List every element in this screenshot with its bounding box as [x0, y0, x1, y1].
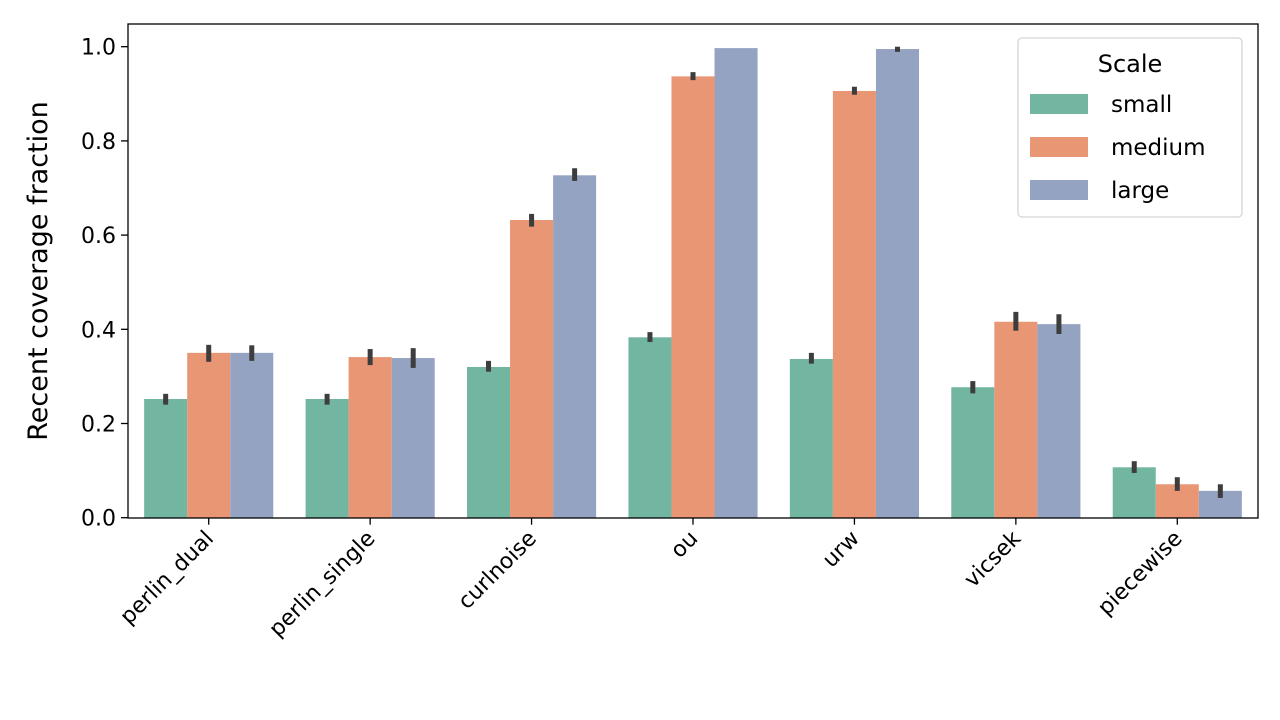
bar-small-perlin_single — [305, 399, 349, 518]
bar-small-curlnoise — [467, 366, 511, 518]
legend: Scale small medium large — [1017, 37, 1243, 218]
bar-large-perlin_single — [391, 358, 435, 518]
legend-label-medium: medium — [1111, 135, 1206, 161]
bar-small-urw — [789, 358, 833, 518]
bar-medium-curlnoise — [510, 220, 554, 518]
bar-small-piecewise — [1112, 467, 1156, 518]
x-tick-label: piecewise — [1093, 526, 1187, 620]
bar-small-vicsek — [951, 387, 995, 518]
y-tick-label: 0.4 — [81, 318, 116, 343]
y-tick-label: 0.2 — [81, 413, 116, 438]
x-tick-label: vicsek — [960, 526, 1027, 593]
x-tick-label: ou — [666, 526, 703, 563]
legend-label-large: large — [1111, 178, 1169, 204]
legend-label-small: small — [1111, 92, 1172, 118]
bars-layer — [144, 48, 1242, 518]
y-axis: 0.0 0.2 0.4 0.6 0.8 1.0 — [81, 36, 128, 532]
bar-medium-perlin_dual — [187, 352, 231, 518]
bar-large-urw — [875, 49, 919, 518]
y-tick-label: 0.6 — [81, 224, 116, 249]
x-tick-label: perlin_single — [265, 526, 381, 642]
bar-small-perlin_dual — [144, 399, 188, 518]
y-tick-label: 1.0 — [81, 36, 116, 61]
bar-medium-perlin_single — [348, 357, 392, 518]
legend-swatch-small — [1030, 94, 1088, 114]
bar-medium-urw — [832, 90, 876, 518]
x-axis: perlin_dual perlin_single curlnoise ou urw vi… — [116, 517, 1188, 642]
bar-large-vicsek — [1037, 324, 1081, 518]
bar-medium-ou — [671, 76, 715, 518]
bar-large-perlin_dual — [230, 352, 274, 518]
y-axis-label: Recent coverage fraction — [23, 101, 54, 441]
y-tick-label: 0.8 — [81, 130, 116, 155]
bar-large-curlnoise — [553, 175, 597, 518]
legend-frame — [1017, 37, 1243, 218]
x-tick-label: perlin_dual — [116, 526, 219, 629]
legend-swatch-medium — [1030, 137, 1088, 157]
y-tick-label: 0.0 — [81, 507, 116, 532]
error-bars-layer — [163, 46, 1223, 498]
x-tick-label: curlnoise — [454, 526, 542, 614]
legend-swatch-large — [1030, 180, 1088, 200]
bar-medium-vicsek — [994, 321, 1038, 518]
legend-title: Scale — [1098, 50, 1163, 78]
x-tick-label: urw — [818, 526, 865, 573]
bar-small-ou — [628, 337, 672, 518]
bar-large-ou — [714, 48, 758, 518]
